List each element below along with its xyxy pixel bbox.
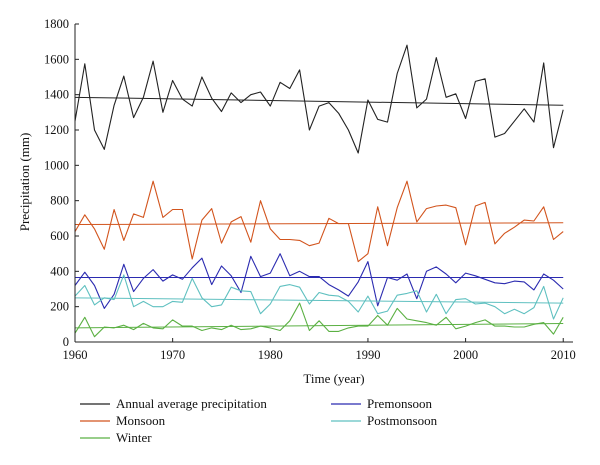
y-tick-label: 600 [50, 229, 69, 243]
series-line-winter [74, 302, 564, 338]
legend-label-monsoon: Monsoon [116, 413, 166, 428]
x-tick-label: 1960 [63, 348, 88, 362]
legend-label-annual-average-precipitation: Annual average precipitation [116, 396, 267, 411]
y-tick-label: 1200 [44, 123, 69, 137]
y-tick-label: 1600 [44, 52, 69, 66]
y-axis: 0 200 400 600 800 1000 1200 1400 1600 1800 [44, 17, 79, 349]
x-axis: 1960 1970 1980 1990 2000 2010 [63, 338, 576, 362]
y-axis-title: Precipitation (mm) [17, 133, 32, 232]
legend-label-winter: Winter [116, 430, 152, 445]
series-line-monsoon [74, 180, 564, 263]
y-tick-label: 200 [50, 300, 69, 314]
x-tick-label: 1990 [355, 348, 380, 362]
trend-line-winter [74, 322, 564, 329]
y-tick-label: 1000 [44, 158, 69, 172]
x-axis-title: Time (year) [303, 371, 364, 386]
x-tick-label: 1980 [258, 348, 283, 362]
legend-label-postmonsoon: Postmonsoon [367, 413, 438, 428]
legend: Annual average precipitation Premonsoon Mo… [80, 396, 438, 445]
x-tick-label: 1970 [160, 348, 185, 362]
trend-line-annual-average-precipitation [74, 96, 564, 106]
y-tick-label: 1800 [44, 17, 69, 31]
trend-line-monsoon [74, 222, 564, 226]
y-tick-label: 800 [50, 194, 69, 208]
y-tick-label: 1400 [44, 88, 69, 102]
series-line-annual-average-precipitation [74, 44, 564, 154]
x-tick-label: 2000 [453, 348, 478, 362]
plot-area [74, 44, 564, 338]
x-tick-label: 2010 [551, 348, 576, 362]
trend-line-postmonsoon [74, 297, 564, 304]
series-line-postmonsoon [74, 274, 564, 320]
y-tick-label: 400 [50, 264, 69, 278]
y-tick-label: 0 [63, 335, 69, 349]
legend-label-premonsoon: Premonsoon [367, 396, 433, 411]
series-line-premonsoon [74, 253, 564, 309]
